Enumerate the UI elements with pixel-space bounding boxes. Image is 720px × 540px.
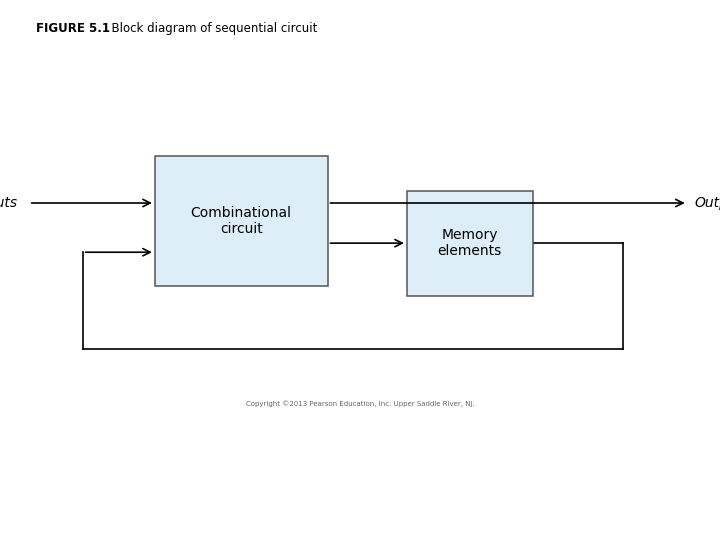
Text: Copyright ©2013 Pearson Education, Inc. Upper Saddle River, NJ.: Copyright ©2013 Pearson Education, Inc. …	[246, 400, 474, 407]
Text: Copyright ©2013 by Pearson Education, Inc.
All rights reserved.: Copyright ©2013 by Pearson Education, In…	[446, 504, 617, 525]
Text: Combinational
circuit: Combinational circuit	[191, 206, 292, 236]
Bar	[407, 191, 533, 296]
Text: Inputs: Inputs	[0, 196, 18, 210]
Text: Digital Design: With an Introduction to the Verilog HDL, 5e
M. Morris Mano ■ Mic: Digital Design: With an Introduction to …	[126, 504, 349, 525]
Text: ALWAYS LEARNING: ALWAYS LEARNING	[11, 510, 91, 519]
Text: PEARSON: PEARSON	[605, 505, 709, 524]
Text: Block diagram of sequential circuit: Block diagram of sequential circuit	[104, 22, 318, 35]
Text: Memory
elements: Memory elements	[438, 228, 502, 258]
Text: Outputs: Outputs	[695, 196, 720, 210]
Bar	[155, 157, 328, 286]
Text: FIGURE 5.1: FIGURE 5.1	[36, 22, 110, 35]
